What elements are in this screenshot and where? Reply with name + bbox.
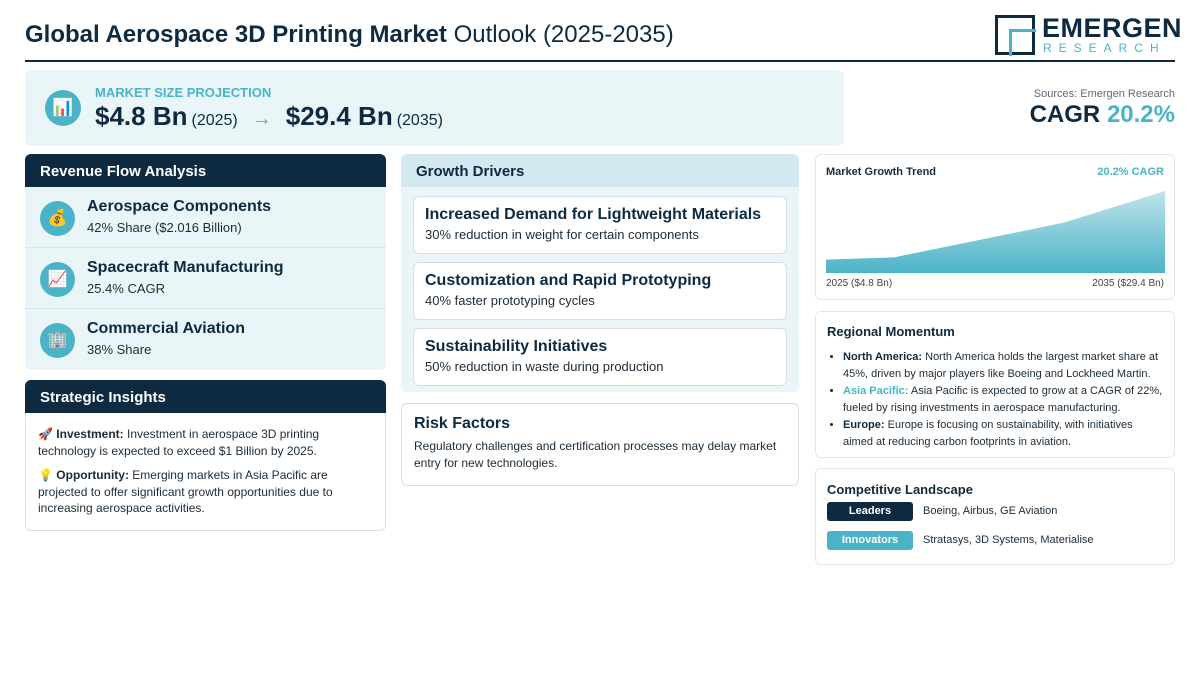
region-name: Asia Pacific: bbox=[843, 385, 909, 397]
revenue-item-title: Aerospace Components bbox=[87, 198, 272, 215]
lightbulb-icon: 💡 bbox=[38, 468, 53, 482]
regional-momentum-heading: Regional Momentum bbox=[827, 324, 955, 339]
revenue-item-detail: 25.4% CAGR bbox=[87, 281, 166, 296]
trend-chart-svg bbox=[826, 191, 1165, 273]
projection-end-value: $29.4 Bn bbox=[285, 101, 393, 131]
competitor-row: Leaders Boeing, Airbus, GE Aviation bbox=[827, 502, 1163, 526]
logo-name: EMERGEN bbox=[1042, 13, 1183, 43]
driver-detail: 40% faster prototyping cycles bbox=[425, 293, 595, 308]
strategic-insights-panel: Strategic Insights 🚀 Investment: Investm… bbox=[25, 380, 386, 531]
growth-drivers-panel: Growth Drivers Increased Demand for Ligh… bbox=[401, 154, 799, 392]
x-start-label: 2025 ($4.8 Bn) bbox=[826, 278, 893, 289]
revenue-flow-heading: Revenue Flow Analysis bbox=[25, 154, 386, 187]
money-bag-icon: 💰 bbox=[40, 201, 75, 236]
driver-title: Customization and Rapid Prototyping bbox=[425, 272, 712, 289]
insight-text: Emerging markets in Asia Pacific are pro… bbox=[38, 468, 333, 515]
x-end-label: 2035 ($29.4 Bn) bbox=[1092, 278, 1164, 289]
region-item: Europe: Europe is focusing on sustainabi… bbox=[843, 417, 1163, 450]
insight-item: 🚀 Investment: Investment in aerospace 3D… bbox=[38, 426, 373, 459]
driver-title: Increased Demand for Lightweight Materia… bbox=[425, 206, 762, 223]
revenue-flow-panel: Revenue Flow Analysis 💰 Aerospace Compon… bbox=[25, 154, 386, 370]
bar-chart-icon: 📊 bbox=[45, 90, 81, 126]
building-icon: 🏢 bbox=[40, 323, 75, 358]
leaders-badge: Leaders bbox=[827, 502, 913, 521]
cagr-percent: 20.2% bbox=[1106, 101, 1175, 128]
revenue-item: 🏢 Commercial Aviation 38% Share bbox=[25, 309, 386, 370]
strategic-insights-heading: Strategic Insights bbox=[25, 380, 386, 413]
risk-factors-text: Regulatory challenges and certification … bbox=[414, 439, 777, 470]
innovators-badge: Innovators bbox=[827, 531, 913, 550]
risk-factors-heading: Risk Factors bbox=[414, 415, 511, 432]
region-text: Europe is focusing on sustainability, wi… bbox=[843, 419, 1133, 448]
insight-item: 💡 Opportunity: Emerging markets in Asia … bbox=[38, 467, 373, 517]
competitor-names: Boeing, Airbus, GE Aviation bbox=[923, 505, 1058, 517]
logo-subtitle: RESEARCH bbox=[1043, 41, 1166, 55]
market-growth-trend-chart: Market Growth Trend 20.2% CAGR 2025 ($4.… bbox=[815, 154, 1175, 300]
region-text: Asia Pacific is expected to grow at a CA… bbox=[843, 385, 1163, 414]
page-title-rest: Outlook (2025-2035) bbox=[453, 21, 674, 48]
trending-up-icon: 📈 bbox=[40, 262, 75, 297]
regional-momentum-panel: Regional Momentum North America: North A… bbox=[815, 311, 1175, 458]
source-note: Sources: Emergen Research bbox=[1033, 88, 1175, 100]
region-item: North America: North America holds the l… bbox=[843, 349, 1163, 382]
projection-start-value: $4.8 Bn bbox=[95, 101, 188, 131]
region-item: Asia Pacific: Asia Pacific is expected t… bbox=[843, 383, 1163, 416]
growth-drivers-heading: Growth Drivers bbox=[401, 154, 799, 187]
insight-label: Opportunity: bbox=[56, 468, 129, 482]
region-name: North America: bbox=[843, 351, 923, 363]
insight-label: Investment: bbox=[56, 427, 124, 441]
revenue-item: 📈 Spacecraft Manufacturing 25.4% CAGR bbox=[25, 248, 386, 309]
competitor-row: Innovators Stratasys, 3D Systems, Materi… bbox=[827, 531, 1163, 555]
driver-detail: 30% reduction in weight for certain comp… bbox=[425, 227, 699, 242]
revenue-item-detail: 38% Share bbox=[87, 342, 152, 357]
revenue-item: 💰 Aerospace Components 42% Share ($2.016… bbox=[25, 187, 386, 248]
market-size-projection: 📊 MARKET SIZE PROJECTION $4.8 Bn (2025) → $… bbox=[25, 70, 844, 146]
driver-card: Customization and Rapid Prototyping 40% … bbox=[413, 262, 787, 320]
region-name: Europe: bbox=[843, 419, 885, 431]
projection-values: $4.8 Bn (2025) → $29.4 Bn (2035) bbox=[95, 101, 443, 132]
revenue-item-detail: 42% Share ($2.016 Billion) bbox=[87, 220, 242, 235]
projection-label: MARKET SIZE PROJECTION bbox=[95, 85, 272, 100]
region-list: North America: North America holds the l… bbox=[827, 349, 1163, 450]
competitive-landscape-heading: Competitive Landscape bbox=[827, 482, 973, 497]
competitor-names: Stratasys, 3D Systems, Materialise bbox=[923, 534, 1094, 546]
cagr-label: CAGR bbox=[1029, 101, 1101, 128]
page-header: Global Aerospace 3D Printing Market Outl… bbox=[25, 12, 1182, 62]
trend-area-series bbox=[826, 191, 1165, 273]
chart-cagr-annotation: 20.2% CAGR bbox=[1097, 166, 1164, 178]
rocket-icon: 🚀 bbox=[38, 427, 53, 441]
driver-card: Sustainability Initiatives 50% reduction… bbox=[413, 328, 787, 386]
emergen-logo: EMERGEN RESEARCH bbox=[995, 13, 1182, 56]
region-text: North America holds the largest market s… bbox=[843, 351, 1159, 380]
logo-mark-icon bbox=[995, 15, 1036, 56]
driver-card: Increased Demand for Lightweight Materia… bbox=[413, 196, 787, 254]
cagr-value: CAGR 20.2% bbox=[1030, 101, 1175, 129]
projection-start-year: (2025) bbox=[191, 112, 238, 129]
driver-title: Sustainability Initiatives bbox=[425, 338, 608, 355]
chart-title: Market Growth Trend bbox=[826, 166, 937, 178]
revenue-item-title: Spacecraft Manufacturing bbox=[87, 259, 284, 276]
insight-text: Investment in aerospace 3D printing tech… bbox=[38, 427, 320, 458]
page-title: Global Aerospace 3D Printing Market Outl… bbox=[25, 21, 674, 49]
page-title-main: Global Aerospace 3D Printing Market bbox=[25, 21, 447, 48]
competitive-landscape-panel: Competitive Landscape Leaders Boeing, Ai… bbox=[815, 468, 1175, 565]
risk-factors-panel: Risk Factors Regulatory challenges and c… bbox=[401, 403, 799, 486]
revenue-item-title: Commercial Aviation bbox=[87, 320, 245, 337]
arrow-right-icon: → bbox=[251, 108, 272, 130]
driver-detail: 50% reduction in waste during production bbox=[425, 359, 664, 374]
cagr-summary: Sources: Emergen Research CAGR 20.2% bbox=[1030, 88, 1175, 129]
projection-end-year: (2035) bbox=[396, 112, 443, 129]
